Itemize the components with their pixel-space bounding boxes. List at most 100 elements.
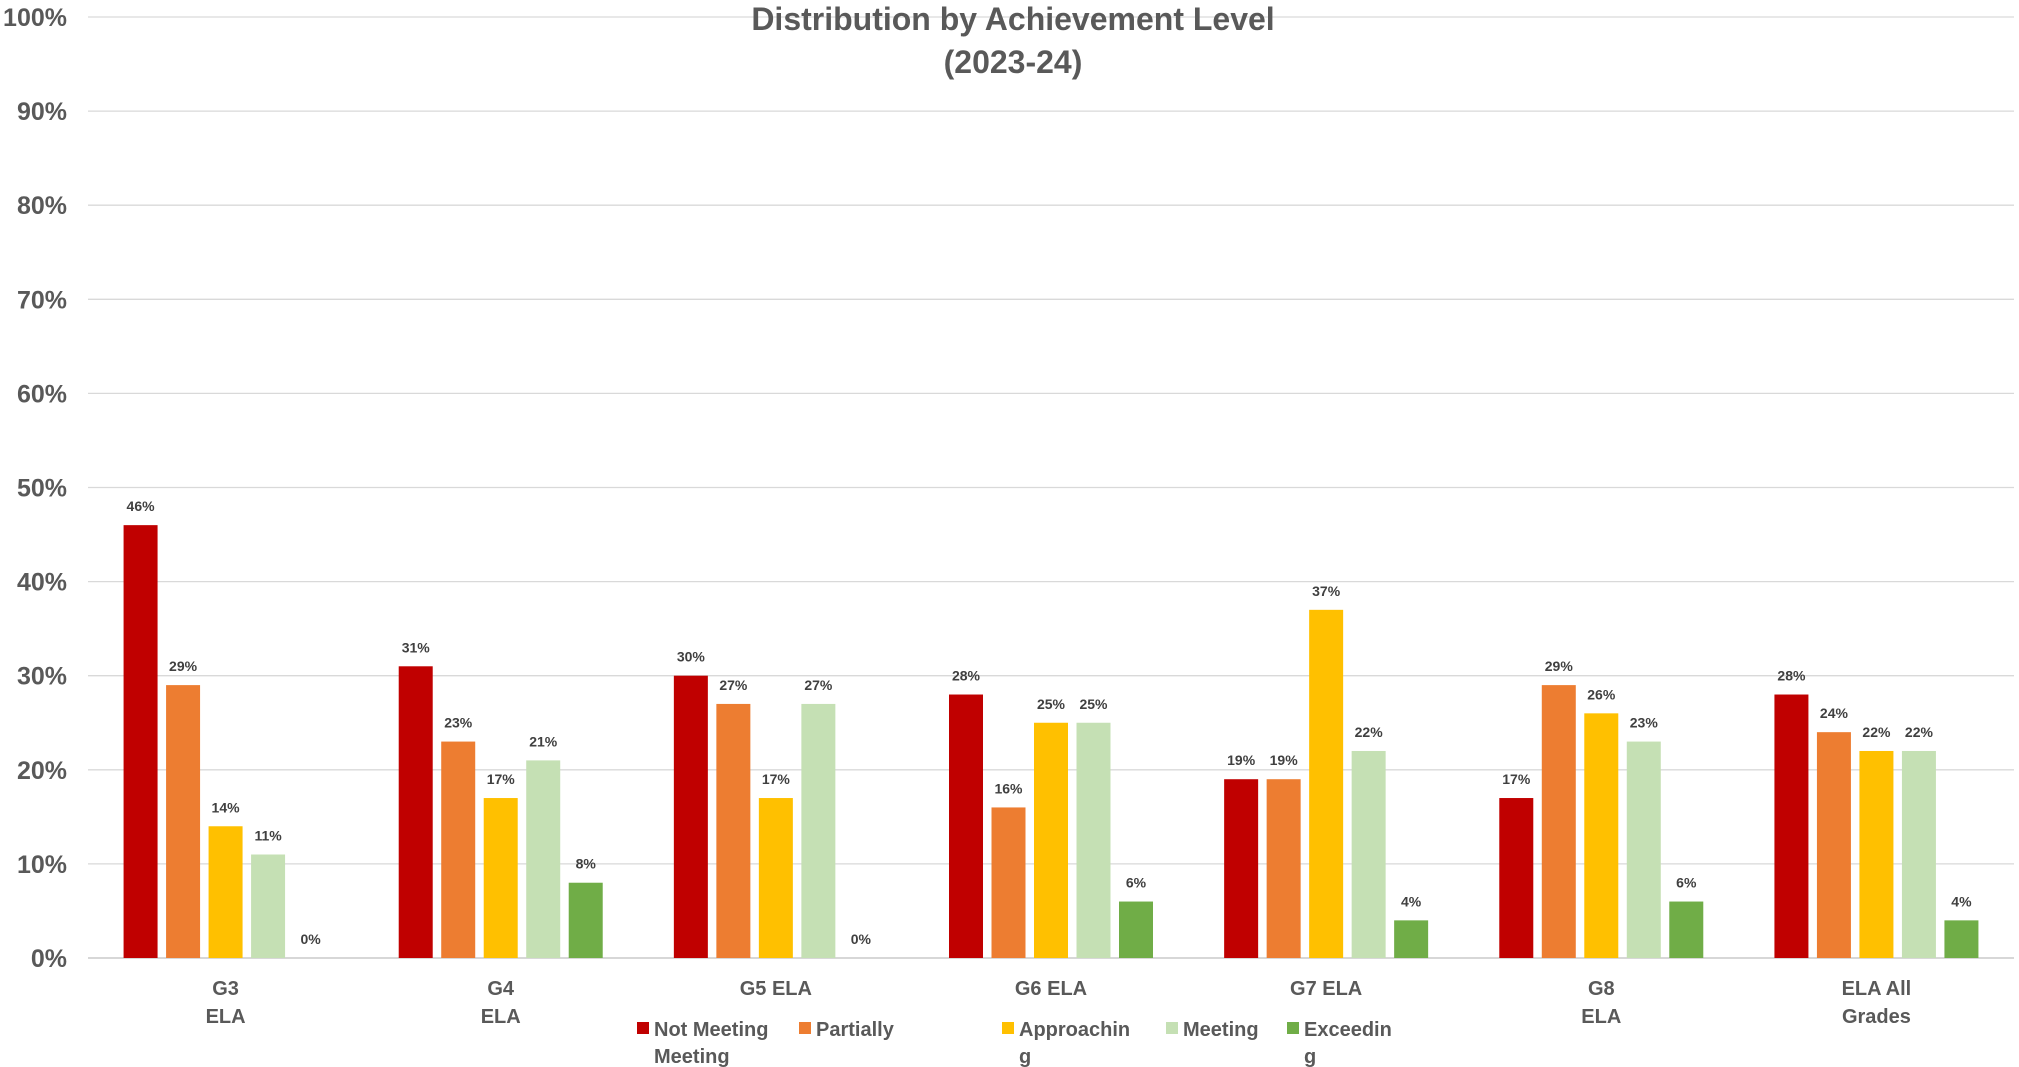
bars <box>123 525 1979 958</box>
data-label: 4% <box>1401 893 1422 909</box>
data-label: 31% <box>402 639 431 655</box>
data-label: 14% <box>212 799 241 815</box>
data-label: 29% <box>1545 658 1574 674</box>
data-label: 0% <box>851 931 872 947</box>
data-label: 4% <box>1951 893 1972 909</box>
legend-swatch <box>1002 1022 1014 1034</box>
data-label: 17% <box>487 771 516 787</box>
x-tick-label: G3 <box>212 978 239 1000</box>
bar <box>1816 732 1851 958</box>
data-label: 37% <box>1312 583 1341 599</box>
y-tick-label: 40% <box>17 569 67 597</box>
x-tick-label: G7 ELA <box>1290 978 1362 1000</box>
bar <box>1584 713 1619 958</box>
bar <box>1224 779 1259 958</box>
bar <box>1626 741 1661 958</box>
bar <box>123 525 158 958</box>
chart-title: Distribution by Achievement Level <box>751 1 1274 37</box>
data-label: 23% <box>444 715 473 731</box>
y-tick-label: 70% <box>17 286 67 314</box>
data-label: 28% <box>1777 668 1806 684</box>
data-label: 19% <box>1270 752 1299 768</box>
bar <box>1774 694 1809 958</box>
x-tick-label: G8 <box>1588 978 1615 1000</box>
data-label: 28% <box>952 668 981 684</box>
y-tick-label: 30% <box>17 663 67 691</box>
legend-label: g <box>1304 1046 1316 1067</box>
legend-label: g <box>1019 1046 1031 1067</box>
bar <box>758 798 793 958</box>
x-tick-label: ELA <box>1581 1006 1621 1028</box>
data-label: 6% <box>1126 875 1147 891</box>
legend-swatch <box>637 1022 649 1034</box>
bar <box>166 685 201 958</box>
y-tick-label: 0% <box>31 945 67 973</box>
y-tick-label: 50% <box>17 475 67 503</box>
bar <box>1541 685 1576 958</box>
x-tick-label: G5 ELA <box>740 978 812 1000</box>
bar <box>1266 779 1301 958</box>
bar <box>1944 920 1979 958</box>
bar <box>1499 798 1534 958</box>
data-label: 6% <box>1676 875 1697 891</box>
x-tick-label: ELA <box>206 1006 246 1028</box>
data-label: 11% <box>254 827 282 843</box>
data-label: 25% <box>1079 696 1108 712</box>
bar <box>251 854 286 958</box>
legend-label: Meeting <box>1183 1019 1259 1041</box>
data-labels: 46% 29% 14% 11% 0% 31% 23% 17% 21% 8% 30% 27% 17% 27%… <box>127 498 1973 947</box>
data-label: 22% <box>1905 724 1934 740</box>
y-axis: 0% 10% 20% 30% 40% 50% 60% 70% 80% 90% 100% <box>3 4 67 973</box>
bar <box>991 807 1026 958</box>
data-label: 25% <box>1037 696 1066 712</box>
data-label: 19% <box>1227 752 1256 768</box>
bar <box>949 694 983 958</box>
data-label: 0% <box>300 931 321 947</box>
legend-swatch <box>799 1022 811 1034</box>
x-axis: G3 ELA G4 ELA G5 ELA G6 ELA G7 ELA G8 ELA ELA All… <box>206 978 1912 1028</box>
legend-swatch <box>1166 1022 1178 1034</box>
bar <box>526 760 561 958</box>
x-tick-label: ELA <box>481 1006 521 1028</box>
legend-label: Approachin <box>1019 1019 1130 1041</box>
bar <box>1901 750 1936 958</box>
data-label: 22% <box>1862 724 1891 740</box>
data-label: 46% <box>127 498 156 514</box>
data-label: 22% <box>1355 724 1384 740</box>
x-tick-label: G4 <box>487 978 515 1000</box>
bar <box>1669 901 1704 958</box>
data-label: 17% <box>762 771 791 787</box>
legend-label: Partially <box>816 1019 895 1041</box>
data-label: 29% <box>169 658 198 674</box>
legend-label: Not Meeting <box>654 1019 768 1041</box>
bar <box>1034 722 1068 958</box>
legend-swatch <box>1287 1022 1299 1034</box>
bar <box>1351 750 1386 958</box>
data-label: 27% <box>804 677 833 693</box>
legend-label: Exceedin <box>1304 1019 1392 1041</box>
legend: Not Meeting Meeting Partially Approachin g Me… <box>637 1019 1392 1067</box>
y-tick-label: 90% <box>17 98 67 126</box>
y-tick-label: 20% <box>17 757 67 785</box>
bar <box>716 703 751 958</box>
bar <box>208 826 243 958</box>
y-tick-label: 10% <box>17 851 67 879</box>
chart-subtitle: (2023-24) <box>944 44 1083 80</box>
bar <box>1309 609 1344 958</box>
data-label: 8% <box>576 856 597 872</box>
data-label: 17% <box>1502 771 1531 787</box>
bar <box>1076 722 1111 958</box>
bar <box>568 882 603 958</box>
bar <box>1394 920 1429 958</box>
y-tick-label: 80% <box>17 192 67 220</box>
data-label: 27% <box>719 677 748 693</box>
y-tick-label: 100% <box>3 4 67 32</box>
bar <box>673 675 708 958</box>
data-label: 24% <box>1820 705 1849 721</box>
data-label: 26% <box>1587 686 1616 702</box>
bar <box>398 666 433 958</box>
bar <box>801 703 836 958</box>
bar <box>1119 901 1153 958</box>
legend-label: Meeting <box>654 1046 730 1067</box>
